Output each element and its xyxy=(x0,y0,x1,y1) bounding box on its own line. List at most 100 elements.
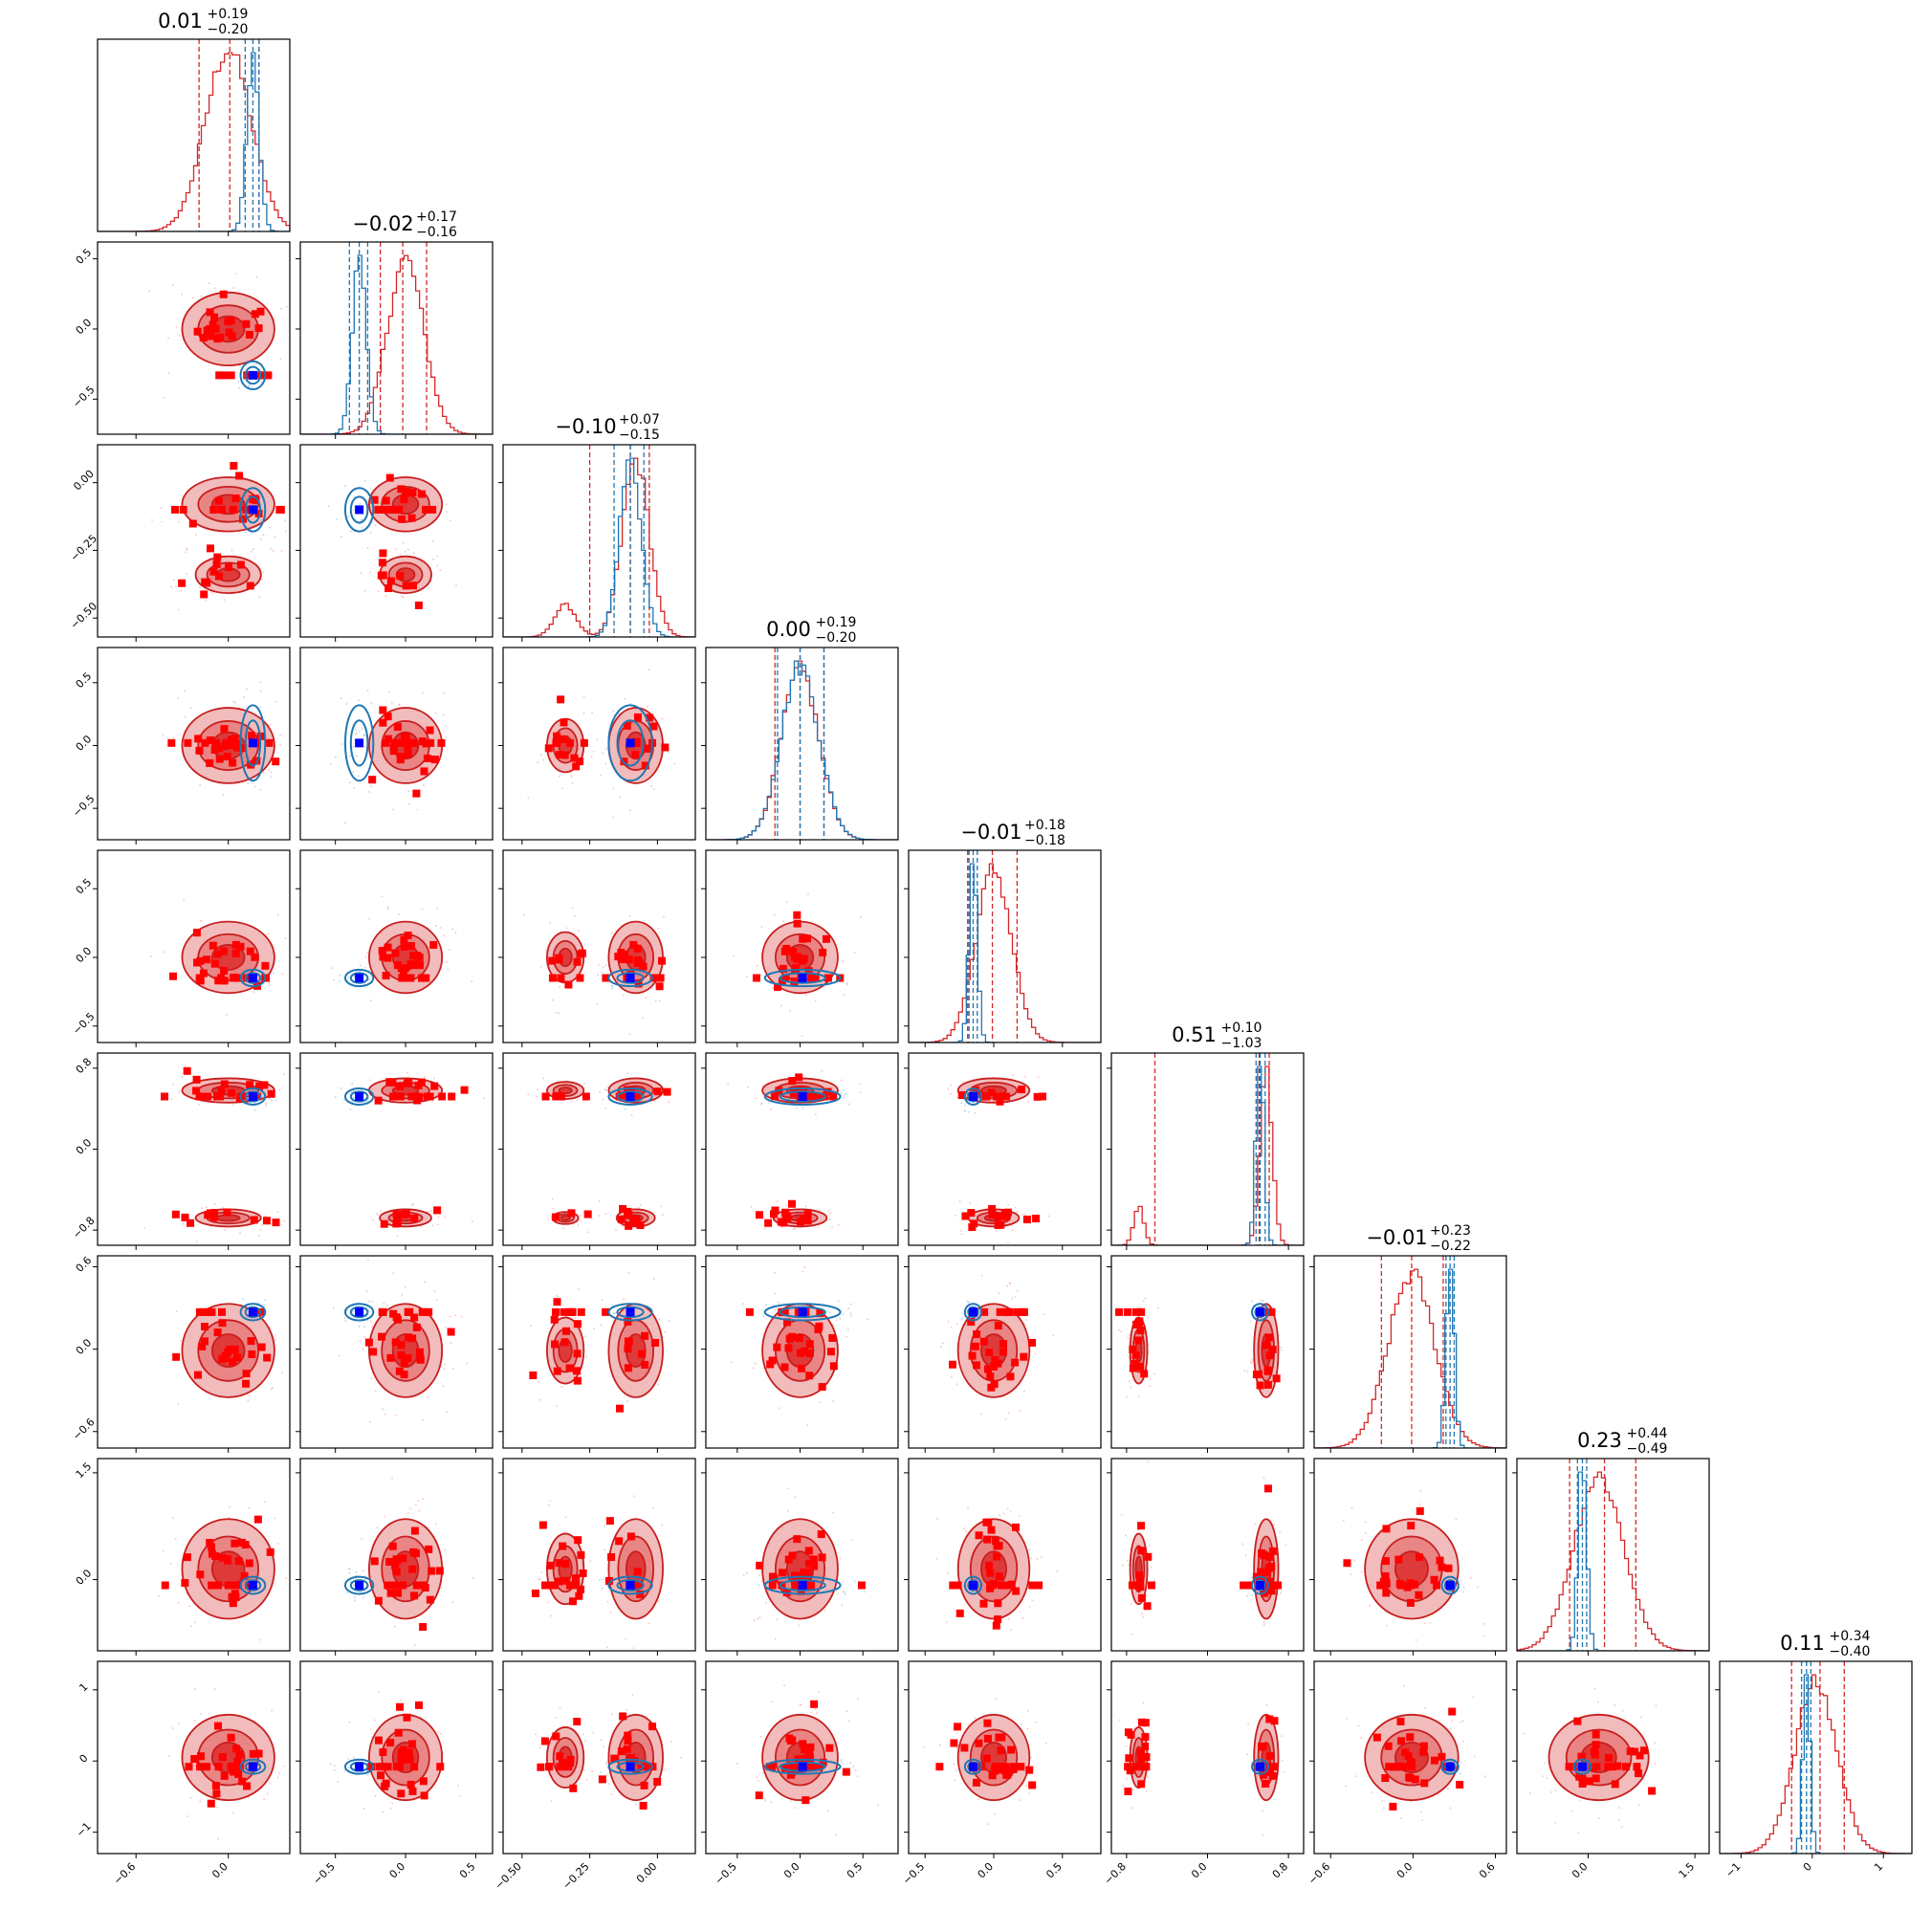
sample-point xyxy=(967,1723,970,1725)
red-sample-square xyxy=(529,1371,538,1379)
sample-point xyxy=(613,1312,616,1315)
sample-point xyxy=(1472,1696,1475,1699)
param-title-lower-0: −0.20 xyxy=(208,22,249,37)
red-sample-square xyxy=(544,744,553,753)
sample-point xyxy=(633,1495,636,1498)
red-sample-square xyxy=(575,1592,583,1600)
sample-point xyxy=(1460,1761,1462,1764)
red-sample-square xyxy=(167,738,176,747)
red-sample-square xyxy=(246,582,254,590)
sample-point xyxy=(268,981,271,984)
red-sample-square xyxy=(779,1307,787,1316)
sample-point xyxy=(577,930,580,933)
red-contour-level-2 xyxy=(558,1087,573,1095)
sample-point xyxy=(1126,1395,1129,1398)
blue-contour-level-1 xyxy=(616,1306,645,1319)
sample-point xyxy=(1021,1616,1024,1619)
sample-point xyxy=(348,1721,351,1723)
red-sample-square xyxy=(997,1581,1005,1590)
sample-point xyxy=(1386,1624,1389,1627)
sample-point xyxy=(801,1107,804,1109)
param-title-lower-7: −0.49 xyxy=(1627,1441,1668,1457)
red-sample-square xyxy=(993,1763,1001,1771)
red-sample-square xyxy=(214,1722,223,1730)
red-sample-square xyxy=(570,754,579,762)
sample-point xyxy=(680,1756,683,1759)
red-sample-square xyxy=(379,1748,387,1757)
sample-point xyxy=(352,771,355,774)
param-title-0: 0.01 xyxy=(158,10,203,33)
red-sample-square xyxy=(423,754,431,762)
red-sample-square xyxy=(1129,1345,1137,1353)
red-sample-square xyxy=(254,324,263,333)
red-sample-square xyxy=(636,1590,645,1598)
sample-point xyxy=(274,1099,277,1102)
red-sample-square xyxy=(229,505,237,514)
param-title-lower-2: −0.15 xyxy=(619,428,660,443)
sample-point xyxy=(818,1208,821,1211)
scatter-panel-5-1 xyxy=(334,1071,485,1238)
sample-point xyxy=(538,1746,541,1749)
sample-point xyxy=(333,978,336,981)
red-sample-square xyxy=(427,738,435,747)
sample-point xyxy=(444,724,447,727)
red-sample-square xyxy=(842,1767,850,1776)
sample-point xyxy=(847,1307,850,1310)
sample-point xyxy=(261,578,264,581)
red-sample-square xyxy=(1142,1753,1151,1762)
sample-point xyxy=(596,738,599,741)
sample-point xyxy=(557,1295,560,1298)
sample-point xyxy=(442,1385,445,1388)
red-sample-square xyxy=(663,1087,671,1096)
sample-point xyxy=(217,1837,220,1840)
sample-point xyxy=(761,1771,764,1774)
sample-point xyxy=(527,1093,530,1096)
red-sample-square xyxy=(997,1746,1005,1755)
sample-point xyxy=(1482,1635,1485,1637)
red-sample-square xyxy=(806,1743,815,1751)
scatter-panel-6-1 xyxy=(332,1259,469,1423)
sample-point xyxy=(163,951,165,954)
red-sample-square xyxy=(537,1763,545,1771)
red-sample-square xyxy=(437,738,446,747)
red-sample-square xyxy=(1268,1547,1277,1555)
sample-point xyxy=(1044,1742,1047,1745)
blue-contour-level-0 xyxy=(343,968,375,988)
sample-point xyxy=(348,781,351,784)
sample-point xyxy=(614,1228,617,1231)
scatter-panel-7-4 xyxy=(935,1506,1059,1632)
red-sample-square xyxy=(774,982,782,991)
red-sample-square xyxy=(561,1560,570,1569)
blue-contour-level-1 xyxy=(349,719,369,767)
red-sample-square xyxy=(378,1332,386,1341)
sample-point xyxy=(382,1811,384,1813)
red-sample-square xyxy=(254,509,263,517)
scatter-frame-8-6 xyxy=(1313,1660,1507,1855)
sample-point xyxy=(352,745,355,748)
sample-point xyxy=(854,1768,857,1771)
scatter-panel-4-1 xyxy=(331,895,473,1001)
sample-point xyxy=(191,296,194,299)
red-sample-square xyxy=(223,1208,231,1217)
scatter-panel-1-0 xyxy=(148,273,288,399)
sample-point xyxy=(556,1011,559,1014)
histogram-frame-1 xyxy=(299,241,494,435)
red-sample-square xyxy=(1032,1214,1041,1222)
red-sample-square xyxy=(192,1075,201,1084)
sample-point xyxy=(193,1720,196,1723)
red-sample-square xyxy=(992,1621,1000,1630)
sample-point xyxy=(730,1361,733,1364)
red-sample-square xyxy=(388,505,397,514)
sample-point xyxy=(274,1517,276,1520)
param-title-upper-0: +0.19 xyxy=(208,7,249,22)
sample-point xyxy=(1147,1316,1150,1319)
red-sample-square xyxy=(954,1723,962,1731)
red-sample-square xyxy=(618,955,626,964)
red-sample-square xyxy=(576,757,584,766)
scatter-frame-7-0 xyxy=(97,1458,291,1652)
sample-point xyxy=(1278,1334,1281,1337)
sample-point xyxy=(194,1621,197,1624)
red-sample-square xyxy=(209,941,217,950)
sample-point xyxy=(589,1560,592,1563)
sample-point xyxy=(340,1087,342,1089)
